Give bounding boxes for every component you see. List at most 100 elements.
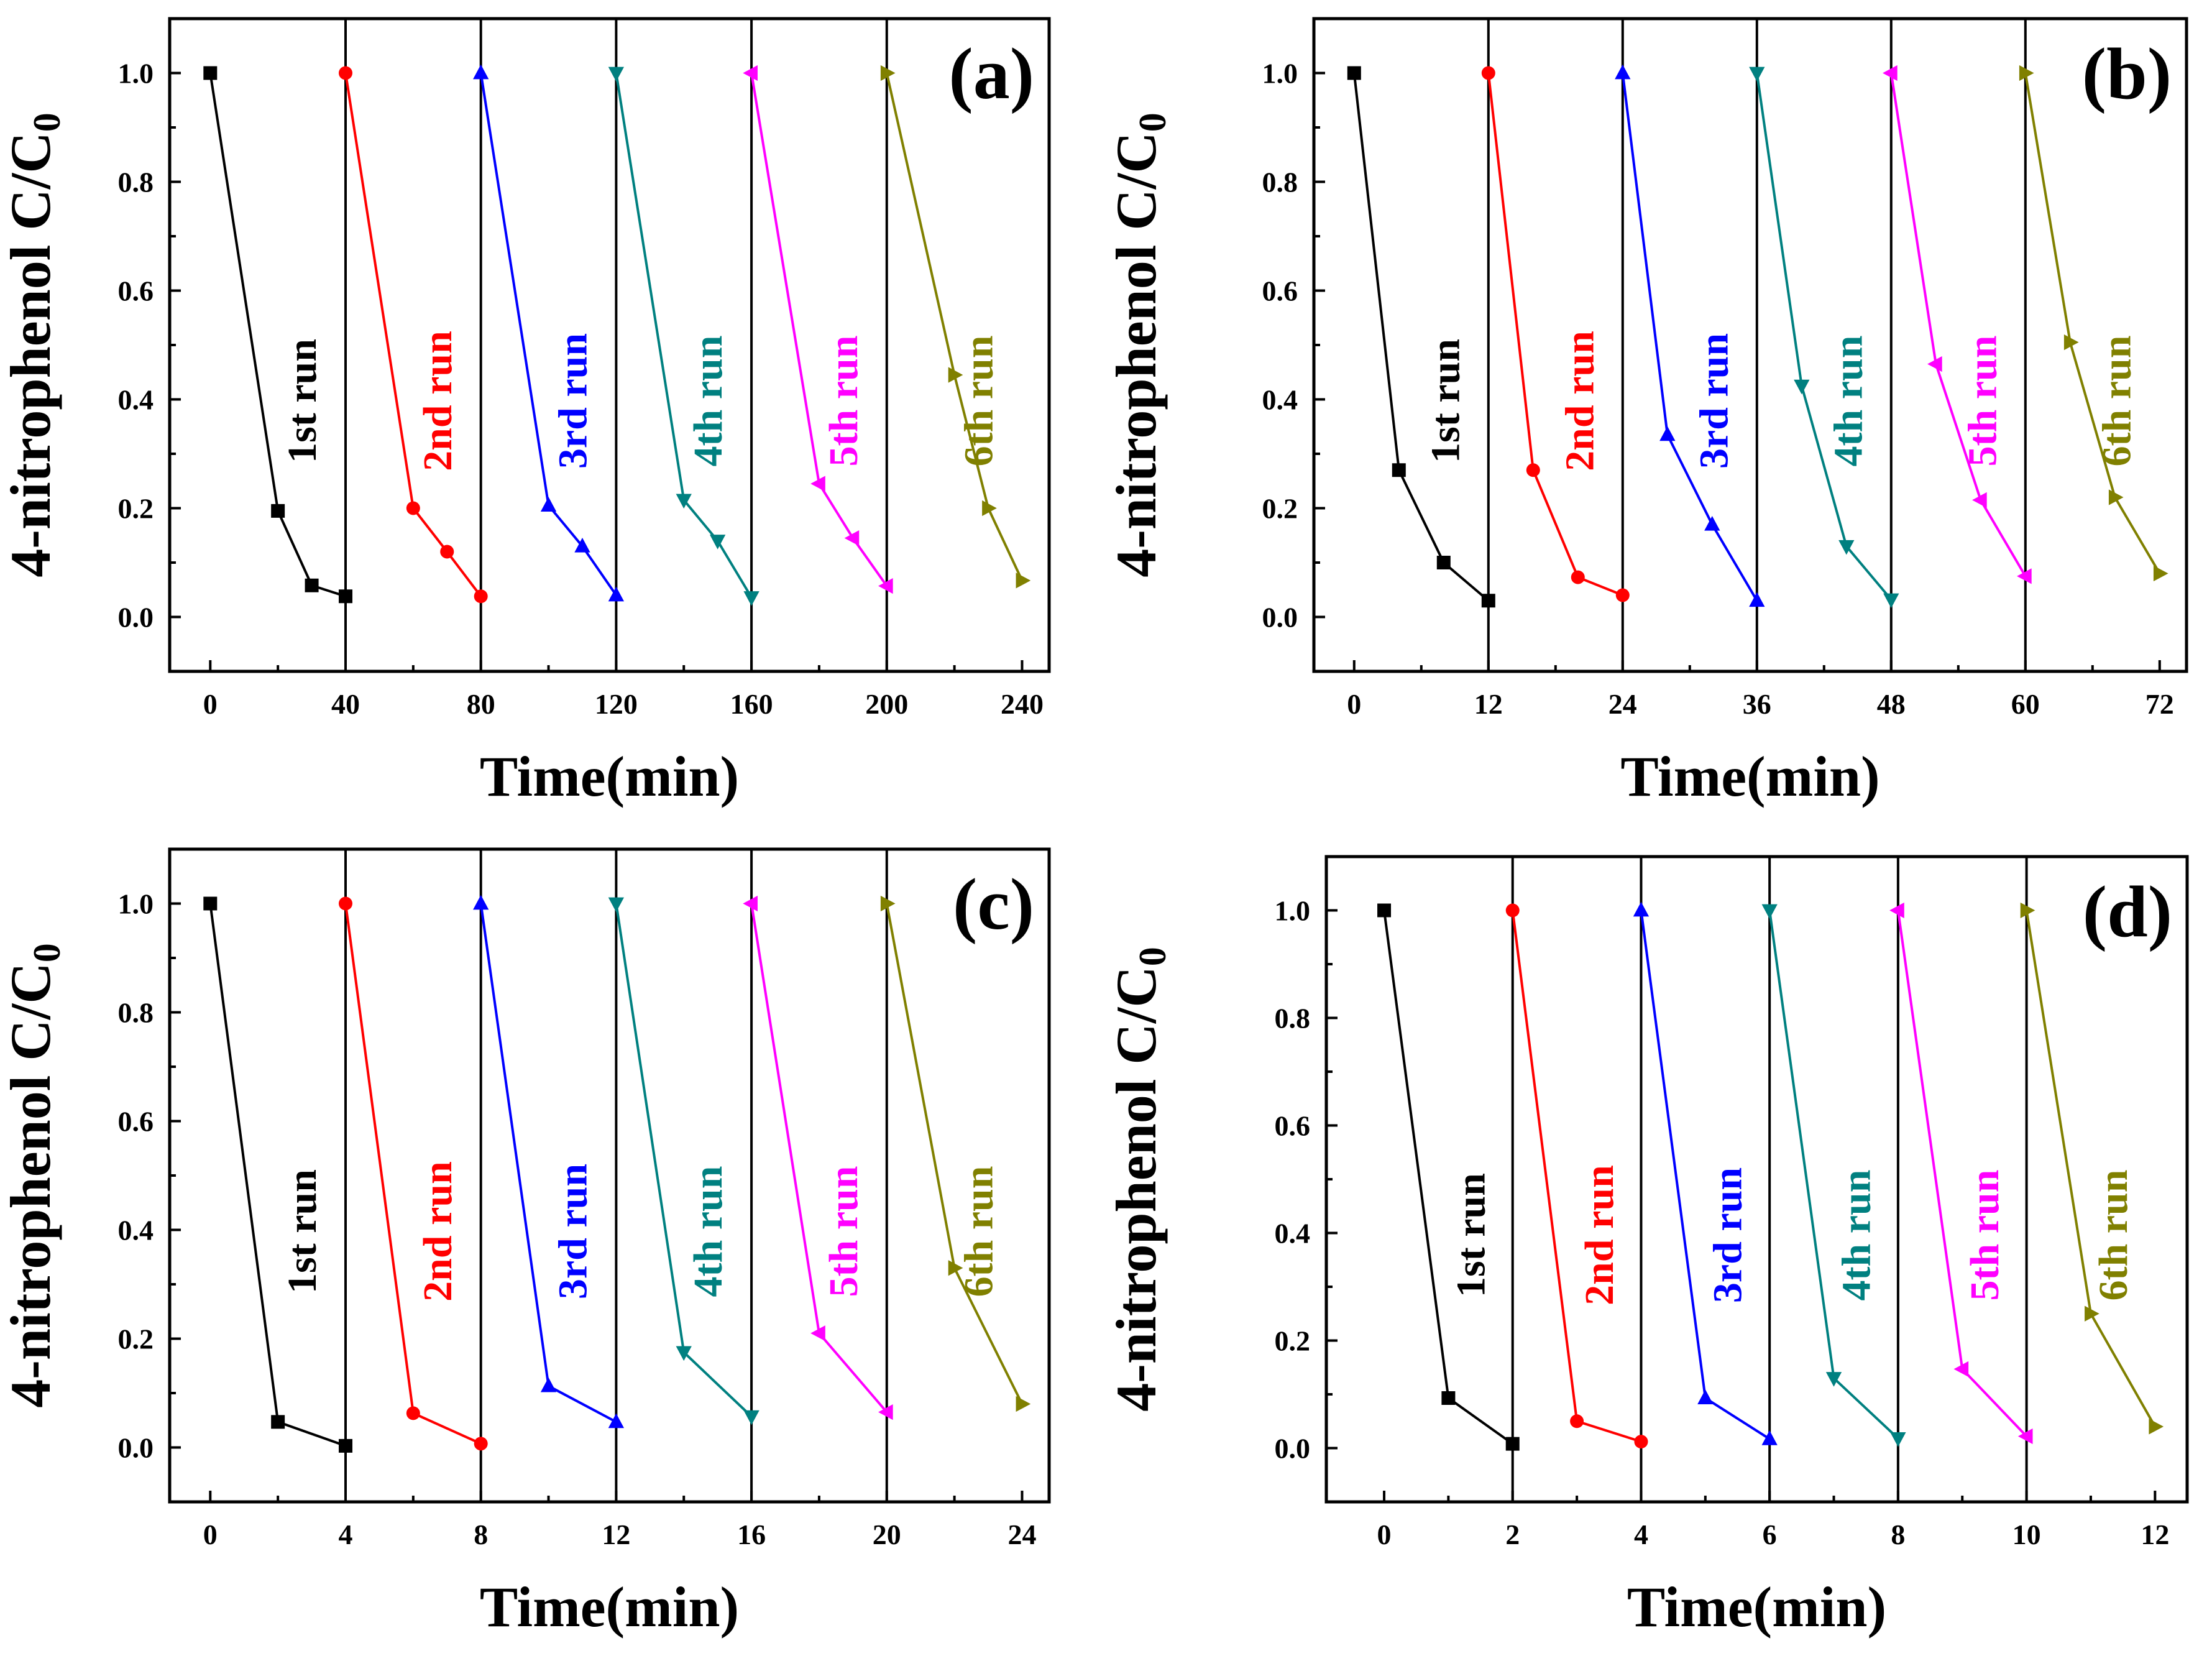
data-point	[844, 530, 860, 546]
run-label: 6th run	[957, 336, 1002, 467]
series-line	[1889, 73, 2027, 577]
series-4th-run	[1761, 904, 1906, 1447]
x-tick-label: 10	[2012, 1519, 2041, 1550]
data-point	[1659, 426, 1676, 441]
y-axis-title: 4-nitrophenol C/C0	[1104, 113, 1174, 577]
data-point	[1526, 463, 1540, 477]
data-point	[1441, 1391, 1456, 1406]
series-6th-run	[2019, 65, 2168, 582]
x-axis-title: Time(min)	[480, 745, 739, 808]
y-tick-label: 1.0	[1262, 58, 1298, 90]
chart-svg: 0 40 80 120 160 200 240 0.0 0.2 0.4 0.6 0.8 1.0 1st r…	[0, 17, 1051, 808]
x-tick-label: 24	[1609, 688, 1637, 720]
data-point	[878, 577, 893, 594]
data-point	[1505, 1437, 1520, 1451]
x-tick-label: 12	[2141, 1519, 2169, 1550]
data-point	[1794, 379, 1810, 395]
data-point	[440, 545, 454, 559]
data-point	[2108, 489, 2124, 505]
series-line	[885, 903, 1024, 1405]
series-1st-run	[203, 66, 352, 604]
data-point	[1615, 588, 1630, 602]
x-tick-label: 72	[2145, 688, 2174, 720]
run-label: 1st run	[280, 1169, 325, 1294]
data-point	[1347, 66, 1361, 80]
x-axis-title: Time(min)	[1627, 1575, 1886, 1639]
data-point	[1761, 904, 1778, 919]
y-tick-label: 0.2	[118, 1323, 154, 1355]
data-point	[339, 66, 352, 80]
data-point	[406, 1406, 420, 1420]
data-point	[878, 1404, 893, 1420]
data-point	[608, 897, 625, 913]
data-point	[339, 1438, 352, 1453]
run-label: 3rd run	[1705, 1167, 1751, 1303]
data-point	[1889, 902, 1904, 919]
series-1st-run	[1377, 903, 1520, 1451]
data-point	[1972, 492, 1987, 508]
x-tick-label: 120	[595, 688, 638, 720]
data-point	[339, 589, 352, 604]
y-axis-title-main: 4-nitrophenol C/C	[0, 132, 62, 577]
y-tick-label: 0.4	[1262, 384, 1298, 416]
series-line	[209, 73, 346, 598]
x-tick-label: 240	[1001, 688, 1044, 720]
run-label: 5th run	[821, 336, 866, 467]
data-point	[948, 1260, 963, 1276]
data-point	[1953, 1361, 1969, 1377]
x-tick-label: 12	[602, 1519, 630, 1550]
series-line	[344, 73, 482, 597]
data-point	[1377, 903, 1392, 918]
series-2nd-run	[1481, 66, 1630, 602]
data-point	[743, 895, 758, 912]
data-point	[2149, 1419, 2164, 1435]
series-line	[1352, 73, 1490, 602]
panel-label: (d)	[2083, 871, 2172, 952]
data-point	[1436, 556, 1451, 569]
run-label: 6th run	[957, 1166, 1002, 1297]
data-point	[1615, 64, 1631, 80]
data-point	[1761, 1430, 1778, 1445]
data-point	[1016, 1396, 1031, 1412]
data-point	[1838, 540, 1855, 555]
data-point	[608, 586, 625, 602]
data-point	[608, 67, 625, 82]
data-point	[1890, 1432, 1906, 1447]
series-line	[2025, 910, 2157, 1427]
run-label: 4th run	[686, 1166, 731, 1297]
data-point	[540, 1377, 557, 1392]
y-tick-label: 0.0	[1275, 1433, 1311, 1465]
data-point	[1634, 1435, 1648, 1449]
x-tick-label: 36	[1743, 688, 1771, 720]
data-point	[810, 1325, 825, 1341]
data-point	[743, 591, 760, 606]
data-point	[1570, 1414, 1584, 1429]
y-tick-label: 0.4	[1275, 1218, 1311, 1249]
series-line	[1487, 73, 1623, 597]
y-axis-title-main: 4-nitrophenol C/C	[1104, 966, 1168, 1412]
x-tick-label: 4	[1634, 1519, 1648, 1550]
y-tick-label: 1.0	[118, 888, 154, 920]
run-label: 4th run	[1833, 1170, 1879, 1301]
data-point	[474, 1437, 488, 1451]
x-tick-label: 0	[203, 1519, 218, 1550]
series-line	[750, 73, 888, 587]
y-tick-label: 0.2	[1275, 1325, 1311, 1357]
x-tick-label: 2	[1505, 1519, 1520, 1550]
data-point	[2019, 65, 2034, 81]
panel-label: (a)	[948, 33, 1034, 114]
data-point	[1749, 67, 1765, 82]
y-axis-title-subscript: 0	[26, 943, 68, 962]
run-label: 3rd run	[550, 1164, 595, 1299]
y-tick-label: 0.4	[118, 384, 154, 416]
data-point	[1697, 1389, 1714, 1404]
y-tick-label: 0.6	[118, 1106, 154, 1138]
y-tick-label: 0.6	[1275, 1110, 1311, 1142]
y-axis-title: 4-nitrophenol C/C0	[1104, 947, 1174, 1412]
y-tick-label: 0.0	[1262, 602, 1298, 633]
panel-a: 0 40 80 120 160 200 240 0.0 0.2 0.4 0.6 0.8 1.0 1st r…	[0, 0, 1106, 830]
y-tick-label: 0.8	[118, 167, 154, 198]
data-point	[743, 65, 758, 81]
y-tick-label: 0.2	[1262, 493, 1298, 525]
data-point	[743, 1410, 760, 1425]
